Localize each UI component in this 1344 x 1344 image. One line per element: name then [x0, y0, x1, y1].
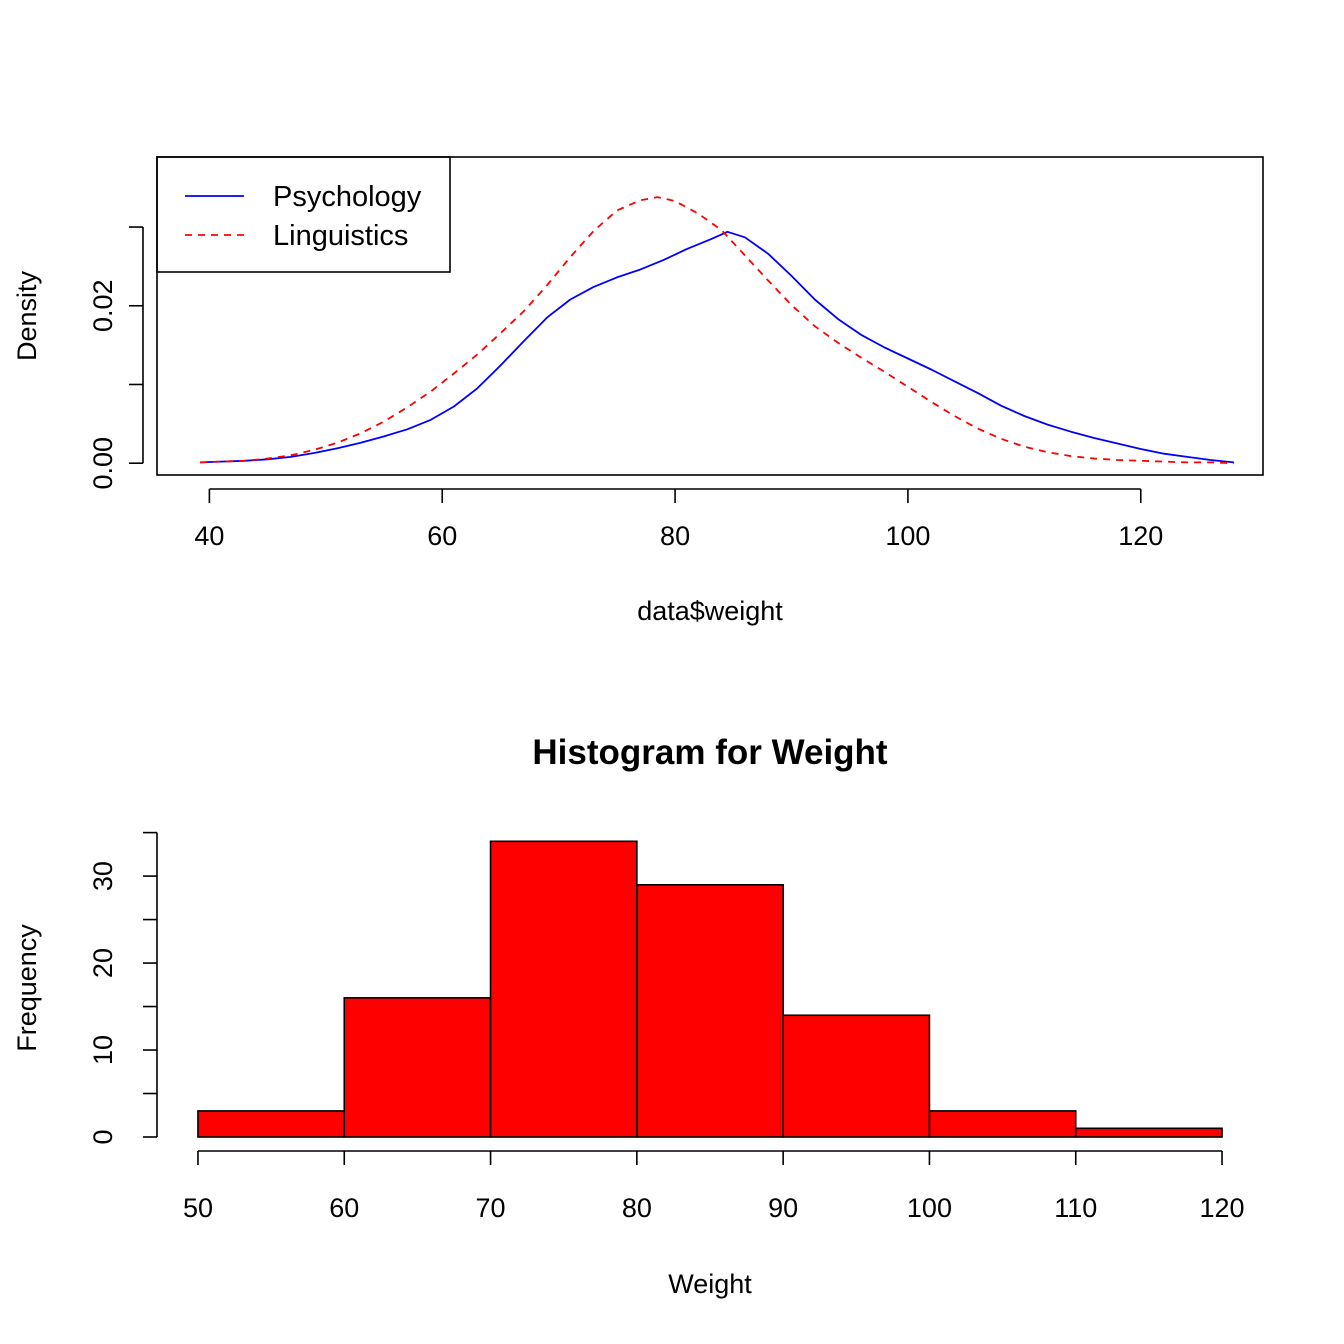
legend-label-psychology: Psychology — [273, 181, 422, 213]
histogram-bar — [1074, 1127, 1223, 1138]
histogram-y-tick-label: 10 — [88, 1035, 118, 1065]
histogram-title: Histogram for Weight — [532, 733, 888, 772]
density-y-tick-label: 0.02 — [88, 279, 118, 332]
histogram-y-axis: 0 10 20 30 — [88, 831, 158, 1145]
density-lines — [200, 196, 1234, 465]
histogram-bar — [343, 997, 492, 1138]
density-x-tick-label: 60 — [427, 521, 457, 551]
histogram-y-tick-label: 30 — [88, 861, 118, 891]
density-plot: 40 60 80 100 120 0.00 0.02 data$weight Densit… — [12, 156, 1264, 626]
density-x-tick-label: 40 — [194, 521, 224, 551]
histogram-x-tick-label: 120 — [1200, 1193, 1245, 1223]
histogram-x-axis-title: Weight — [668, 1269, 752, 1299]
histogram-bar — [489, 840, 638, 1138]
histogram-y-tick-label: 20 — [88, 948, 118, 978]
density-x-axis-title: data$weight — [637, 596, 783, 626]
density-y-axis-title: Density — [12, 270, 42, 361]
histogram-x-tick-label: 90 — [768, 1193, 798, 1223]
density-x-axis: 40 60 80 100 120 — [194, 488, 1163, 551]
histogram-x-tick-label: 110 — [1054, 1193, 1097, 1223]
density-legend: Psychology Linguistics — [156, 156, 451, 273]
histogram-x-tick-label: 100 — [907, 1193, 952, 1223]
histogram-bar — [782, 1014, 931, 1138]
legend-box — [156, 156, 451, 273]
histogram-plot: Histogram for Weight 50 60 70 80 90 100 110 120… — [12, 733, 1245, 1299]
density-y-tick-label: 0.00 — [88, 437, 118, 490]
histogram-x-axis: 50 60 70 80 90 100 110 120 — [183, 1150, 1245, 1223]
histogram-x-tick-label: 70 — [476, 1193, 506, 1223]
density-x-tick-label: 120 — [1118, 521, 1163, 551]
density-plot-box — [156, 156, 1264, 476]
histogram-bar — [197, 1110, 346, 1138]
legend-label-linguistics: Linguistics — [273, 220, 408, 252]
histogram-bar — [636, 883, 784, 1138]
histogram-y-axis-title: Frequency — [12, 924, 42, 1052]
histogram-y-tick-label: 0 — [88, 1129, 118, 1144]
density-line-psychology — [200, 230, 1234, 464]
histogram-x-tick-label: 80 — [622, 1193, 652, 1223]
histogram-bar — [928, 1110, 1077, 1138]
histogram-x-tick-label: 50 — [183, 1193, 213, 1223]
histogram-x-tick-label: 60 — [329, 1193, 359, 1223]
density-x-tick-label: 100 — [885, 521, 930, 551]
density-x-tick-label: 80 — [660, 521, 690, 551]
histogram-bars — [197, 840, 1223, 1138]
density-y-axis: 0.00 0.02 — [88, 226, 144, 490]
